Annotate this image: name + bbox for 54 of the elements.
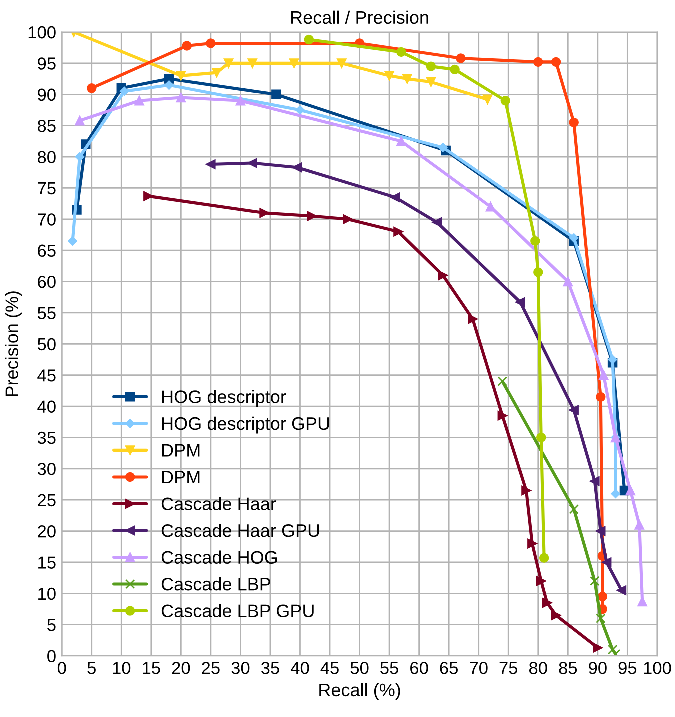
- legend-label: DPM: [162, 471, 200, 484]
- y-tick-label: 10: [38, 588, 56, 600]
- x-tick-label: 80: [529, 662, 548, 674]
- y-tick-label: 50: [38, 338, 56, 351]
- legend-label: DPM: [162, 444, 200, 457]
- x-tick-label: 20: [172, 662, 190, 674]
- legend-label: Cascade LBP: [162, 578, 270, 591]
- x-tick-label: 100: [644, 662, 672, 674]
- x-tick-label: 75: [500, 662, 518, 674]
- x-tick-label: 60: [410, 662, 428, 674]
- x-tick-label: 55: [380, 662, 398, 674]
- y-tick-label: 15: [38, 556, 56, 569]
- x-tick-label: 90: [589, 662, 607, 674]
- legend-label: HOG descriptor: [162, 390, 286, 407]
- x-tick-label: 10: [113, 662, 131, 674]
- y-tick-label: 40: [38, 400, 56, 413]
- y-tick-label: 25: [38, 494, 56, 507]
- x-tick-label: 85: [559, 662, 578, 674]
- x-tick-label: 35: [261, 662, 280, 674]
- y-axis-title: Precision (%): [5, 292, 22, 396]
- y-tick-label: 65: [38, 244, 56, 258]
- y-tick-label: 0: [48, 650, 56, 663]
- x-tick-label: 95: [618, 662, 637, 674]
- y-tick-label: 35: [38, 432, 56, 444]
- legend-label: Cascade HOG: [162, 550, 278, 564]
- x-tick-label: 45: [320, 662, 339, 674]
- x-tick-label: 30: [232, 662, 250, 674]
- x-tick-label: 65: [440, 662, 458, 674]
- y-tick-label: 20: [38, 525, 56, 538]
- x-tick-label: 0: [58, 662, 66, 674]
- y-tick-label: 60: [38, 276, 56, 288]
- legend-label: HOG descriptor GPU: [162, 416, 330, 434]
- legend-label: Cascade Haar: [162, 497, 276, 510]
- y-tick-label: 30: [38, 463, 56, 476]
- legend-label: Cascade Haar GPU: [162, 524, 320, 538]
- x-tick-label: 5: [88, 662, 96, 674]
- y-tick-label: 80: [38, 151, 56, 164]
- y-tick-label: 100: [28, 26, 56, 39]
- y-tick-label: 95: [38, 58, 56, 70]
- x-axis-title: Recall (%): [320, 683, 400, 700]
- y-tick-label: 85: [38, 120, 56, 132]
- x-tick-label: 15: [143, 662, 160, 674]
- y-tick-label: 45: [38, 370, 56, 382]
- x-tick-label: 70: [470, 662, 488, 674]
- x-tick-label: 50: [350, 662, 369, 674]
- y-tick-label: 75: [38, 182, 56, 195]
- y-tick-label: 55: [38, 307, 56, 320]
- y-tick-label: 70: [38, 214, 56, 226]
- y-tick-label: 90: [38, 88, 56, 102]
- legend-label: Cascade LBP GPU: [162, 604, 314, 618]
- y-tick-label: 5: [48, 619, 56, 632]
- chart-title: Recall / Precision: [292, 10, 428, 24]
- x-tick-label: 40: [290, 662, 310, 674]
- x-tick-label: 25: [202, 662, 220, 674]
